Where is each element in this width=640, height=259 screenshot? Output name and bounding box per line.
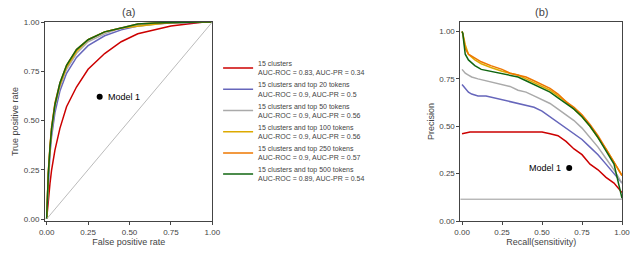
svg-text:1.00: 1.00 <box>24 18 40 27</box>
svg-text:(b): (b) <box>535 6 548 18</box>
svg-text:True positive rate: True positive rate <box>10 87 20 156</box>
svg-text:0.50: 0.50 <box>439 122 455 131</box>
svg-text:(a): (a) <box>122 6 135 18</box>
svg-text:False positive rate: False positive rate <box>92 237 165 247</box>
svg-text:0.75: 0.75 <box>574 228 590 237</box>
svg-text:0.25: 0.25 <box>24 166 40 175</box>
svg-text:0.75: 0.75 <box>163 228 179 237</box>
svg-text:0.00: 0.00 <box>439 217 455 226</box>
svg-text:0.50: 0.50 <box>534 228 550 237</box>
svg-text:15 clusters and top 50 tokensA: 15 clusters and top 50 tokensAUC-ROC = 0… <box>258 103 360 119</box>
svg-text:15 clustersAUC-ROC = 0.83, AUC: 15 clustersAUC-ROC = 0.83, AUC-PR = 0.34 <box>258 60 364 76</box>
svg-text:15 clusters and top 500 tokens: 15 clusters and top 500 tokensAUC-ROC = … <box>258 166 364 182</box>
svg-text:15 clusters and top 100 tokens: 15 clusters and top 100 tokensAUC-ROC = … <box>258 124 360 140</box>
svg-text:Model 1: Model 1 <box>108 92 140 102</box>
svg-text:Model 1: Model 1 <box>529 163 561 173</box>
svg-text:15 clusters and top 250 tokens: 15 clusters and top 250 tokensAUC-ROC = … <box>258 145 360 161</box>
svg-text:1.00: 1.00 <box>614 228 630 237</box>
svg-text:Recall(sensitivity): Recall(sensitivity) <box>506 237 576 247</box>
svg-text:0.25: 0.25 <box>439 169 455 178</box>
svg-text:Precision: Precision <box>426 103 436 140</box>
svg-text:1.00: 1.00 <box>205 228 221 237</box>
svg-text:0.25: 0.25 <box>494 228 510 237</box>
svg-text:15 clusters and top 20 tokensA: 15 clusters and top 20 tokensAUC-ROC = 0… <box>258 81 357 97</box>
svg-text:1.00: 1.00 <box>439 27 455 36</box>
svg-text:0.00: 0.00 <box>24 215 40 224</box>
svg-text:0.75: 0.75 <box>439 75 455 84</box>
svg-text:0.50: 0.50 <box>122 228 138 237</box>
svg-text:0.25: 0.25 <box>80 228 96 237</box>
svg-text:0.75: 0.75 <box>24 67 40 76</box>
svg-text:0.50: 0.50 <box>24 116 40 125</box>
svg-text:0.00: 0.00 <box>454 228 470 237</box>
svg-text:0.00: 0.00 <box>39 228 55 237</box>
